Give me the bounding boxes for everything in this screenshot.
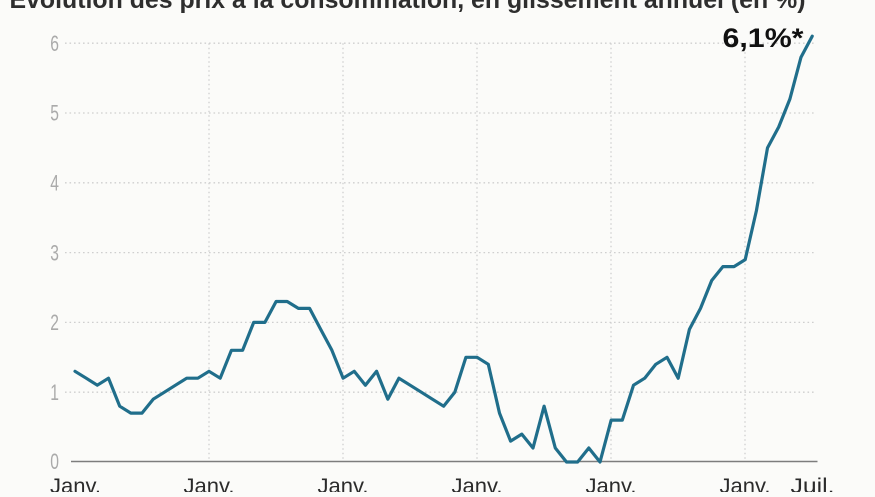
svg-text:Janv.: Janv. (184, 475, 235, 492)
svg-text:Janv.: Janv. (50, 475, 101, 492)
svg-text:Janv.: Janv. (586, 475, 637, 492)
svg-text:4: 4 (50, 171, 59, 196)
svg-text:2: 2 (50, 310, 59, 335)
svg-text:6: 6 (50, 31, 59, 56)
svg-text:3: 3 (50, 240, 59, 265)
svg-text:0: 0 (50, 449, 59, 474)
svg-text:Évolution des prix à la consom: Évolution des prix à la consommation, en… (10, 0, 806, 14)
svg-text:Janv.: Janv. (720, 475, 771, 492)
svg-text:6,1%*: 6,1%* (723, 23, 805, 53)
svg-text:1: 1 (50, 380, 59, 405)
svg-text:Juil.: Juil. (791, 475, 835, 492)
svg-text:5: 5 (50, 101, 59, 126)
svg-text:Janv.: Janv. (452, 475, 503, 492)
svg-text:Janv.: Janv. (318, 475, 369, 492)
